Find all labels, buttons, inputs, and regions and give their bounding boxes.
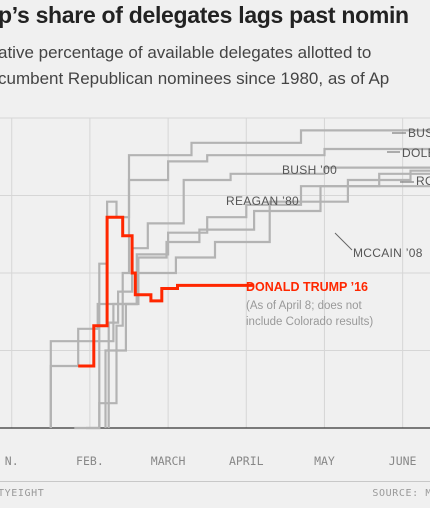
x-tick-may: MAY <box>314 454 335 468</box>
series-labels: DONALD TRUMP ’16 (As of April 8; does not… <box>226 126 430 328</box>
series-line-dole-96 <box>86 147 430 430</box>
footer-source: SOURCE: M <box>372 488 430 499</box>
series-label-dole-96: DOLE ’96 <box>402 146 430 160</box>
series-label-mccain-08: MCCAIN ’08 <box>353 246 423 260</box>
chart-subtitle-line2: cumbent Republican nominees since 1980, … <box>0 69 390 88</box>
series-line-mccain-08 <box>104 185 430 428</box>
chart-subtitle-line1: ative percentage of available delegates … <box>0 43 372 62</box>
x-axis-ticks: N. FEB. MARCH APRIL MAY JUNE <box>5 454 417 468</box>
series-line-donald-trump-16 <box>78 215 255 368</box>
series-label-romney-12: ROMNEY ’12 <box>416 174 430 188</box>
x-tick-june: JUNE <box>389 454 417 468</box>
series-line-bush-88 <box>74 129 430 430</box>
series-line-bush-00 <box>107 166 430 428</box>
footer-divider <box>0 481 430 482</box>
series-label-donald-trump-16: DONALD TRUMP ’16 <box>246 280 368 294</box>
series-label-bush-00: BUSH ’00 <box>282 163 337 177</box>
x-tick-march: MARCH <box>151 454 186 468</box>
series-label-bush-88: BUSH ’88 <box>408 126 430 140</box>
chart-grid <box>0 117 430 429</box>
series-lines <box>49 129 430 430</box>
chart-title: p’s share of delegates lags past nomin <box>0 2 409 28</box>
x-tick-n: N. <box>5 454 19 468</box>
series-line-romney-12 <box>49 169 430 428</box>
footer-credit: TYEIGHT <box>0 488 45 499</box>
series-label-reagan-80: REAGAN ’80 <box>226 194 299 208</box>
x-tick-feb: FEB. <box>76 454 104 468</box>
trump-note-line1: (As of April 8; does not <box>246 300 363 312</box>
x-tick-april: APRIL <box>229 454 264 468</box>
leader-mccain-08 <box>334 232 353 251</box>
trump-note-line2: include Colorado results) <box>246 316 373 328</box>
